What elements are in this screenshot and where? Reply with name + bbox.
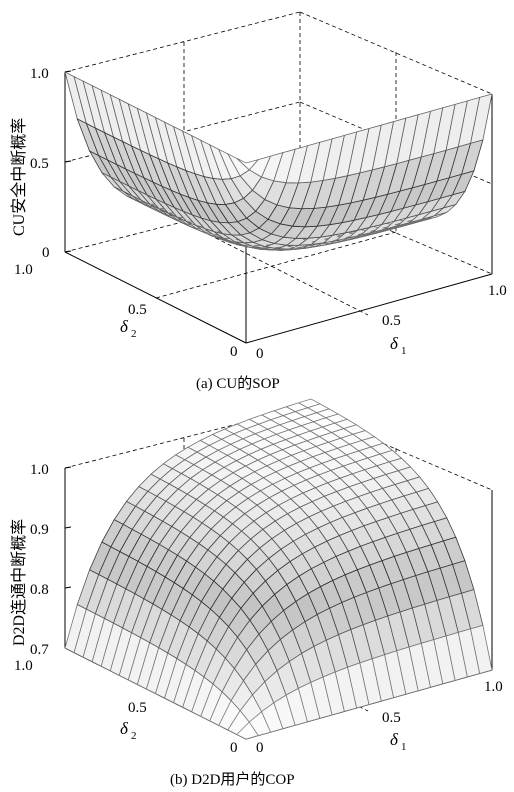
panel-b-zlabel: D2D连通中断概率 — [10, 519, 28, 646]
panel-a-ytick-1: 0.5 — [128, 302, 147, 318]
panel-b-caption: (b) D2D用户的COP — [170, 771, 295, 788]
panel-b-ytick-2: 1.0 — [14, 658, 33, 674]
panel-b-xlabel: δ 1 — [390, 730, 407, 753]
svg-text:2: 2 — [131, 730, 137, 742]
panel-b-xtick-1: 0.5 — [382, 710, 401, 726]
panel-a-ytick-0: 0 — [230, 344, 238, 360]
panel-a-xtick-1: 0.5 — [382, 313, 401, 329]
panel-b: 0.7 0.8 0.9 1.0 D2D连通中断概率 1.0 0.5 0 0 0.… — [10, 398, 503, 788]
panel-a: 0 0.5 1.0 CU安全中断概率 1.0 0.5 0 0 0.5 1.0 δ… — [10, 11, 507, 392]
panel-b-ytick-1: 0.5 — [128, 700, 147, 716]
panel-a-zlabel: CU安全中断概率 — [10, 118, 28, 236]
panel-a-ztick-1: 0.5 — [30, 156, 49, 172]
svg-text:1: 1 — [401, 345, 407, 357]
panel-a-xtick-2: 1.0 — [488, 283, 507, 299]
panel-b-xtick-2: 1.0 — [484, 679, 503, 695]
svg-text:2: 2 — [131, 328, 137, 340]
panel-a-ylabel: δ 2 — [120, 317, 137, 340]
panel-b-ztick-3: 1.0 — [30, 462, 49, 478]
panel-b-surface — [64, 398, 493, 740]
svg-text:δ: δ — [120, 719, 129, 738]
svg-text:δ: δ — [120, 317, 129, 336]
svg-text:δ: δ — [390, 730, 399, 749]
panel-a-surface — [64, 71, 493, 251]
panel-a-xtick-0: 0 — [256, 346, 264, 362]
panel-b-ztick-0: 0.7 — [30, 642, 49, 658]
svg-text:1: 1 — [401, 741, 407, 753]
panel-a-ztick-0: 0 — [42, 245, 50, 261]
panel-b-ztick-2: 0.9 — [30, 522, 49, 538]
surfB-cell — [470, 624, 493, 675]
svg-text:δ: δ — [390, 334, 399, 353]
panel-b-ylabel: δ 2 — [120, 719, 137, 742]
panel-b-xtick-0: 0 — [256, 740, 264, 756]
panel-b-ztick-1: 0.8 — [30, 582, 49, 598]
panel-a-ztick-2: 1.0 — [30, 66, 49, 82]
surfA-cell — [470, 93, 493, 144]
panel-b-ytick-0: 0 — [230, 740, 238, 756]
panel-a-xlabel: δ 1 — [390, 334, 407, 357]
panel-a-caption: (a) CU的SOP — [196, 375, 280, 392]
panel-a-ytick-2: 1.0 — [14, 262, 33, 278]
